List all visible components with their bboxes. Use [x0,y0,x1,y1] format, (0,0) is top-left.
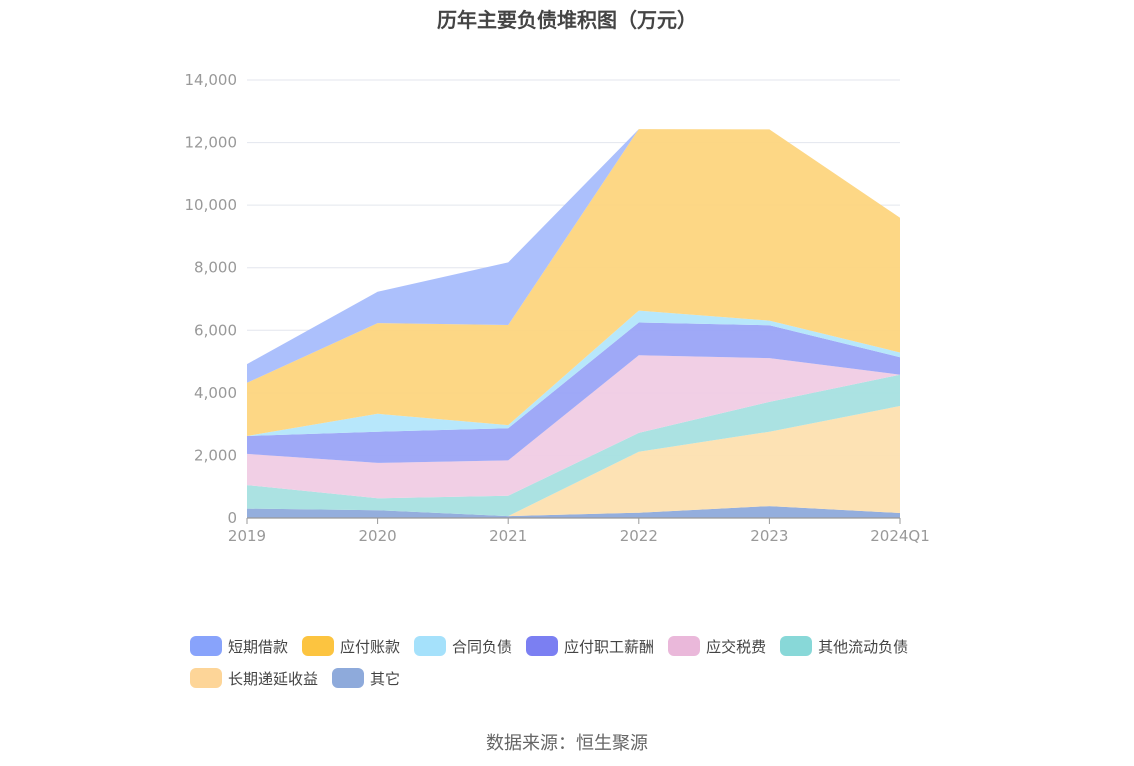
legend-swatch [526,636,559,656]
legend-item-长期递延收益[interactable]: 长期递延收益 [190,668,318,689]
legend-swatch [668,636,701,656]
x-tick-label: 2021 [489,527,527,545]
area-series-应付账款 [247,129,900,436]
y-tick-label: 6,000 [194,321,237,339]
legend-label: 应付账款 [340,637,401,656]
y-tick-label: 10,000 [185,196,238,214]
legend-swatch [332,668,365,688]
area-series-长期递延收益 [247,406,900,517]
legend-row: 短期借款 应付账款 合同负债 应付职工薪酬 应交税费 其他流动负债 [190,630,990,662]
y-tick-label: 4,000 [194,384,237,402]
legend-item-其它[interactable]: 其它 [332,668,400,689]
legend: 短期借款 应付账款 合同负债 应付职工薪酬 应交税费 其他流动负债 长期递延收益 其它 [190,630,990,694]
legend-row: 长期递延收益 其它 [190,662,990,694]
legend-swatch [780,636,813,656]
legend-swatch [190,636,222,656]
y-tick-label: 14,000 [185,71,238,89]
x-tick-label: 2022 [620,527,658,545]
area-series-其他流动负债 [247,374,900,517]
area-series-短期借款 [247,129,900,383]
legend-label: 短期借款 [228,637,289,656]
y-tick-label: 8,000 [194,259,237,277]
area-series-应交税费 [247,355,900,499]
legend-item-应交税费[interactable]: 应交税费 [668,636,766,657]
axes: 0 2,000 4,000 6,000 8,000 10,000 12,000 14,000 2… [185,71,930,545]
area-series-应付职工薪酬 [247,322,900,463]
source-note: 数据来源：恒生聚源 [486,733,648,754]
x-tick-label: 2023 [750,527,788,545]
area-series-合同负债 [247,310,900,436]
legend-label: 长期递延收益 [228,669,319,688]
legend-label: 其他流动负债 [818,637,909,656]
legend-label: 应付职工薪酬 [564,637,655,656]
legend-item-其他流动负债[interactable]: 其他流动负债 [780,636,908,657]
y-tick-label: 12,000 [185,134,238,152]
x-tick-label: 2024Q1 [870,527,930,545]
y-tick-label: 0 [227,509,237,527]
chart-title: 历年主要负债堆积图（万元） [437,8,697,32]
legend-swatch [414,636,447,656]
y-tick-label: 2,000 [194,446,237,464]
legend-item-合同负债[interactable]: 合同负债 [414,636,512,657]
legend-label: 应交税费 [706,637,767,656]
legend-item-短期借款[interactable]: 短期借款 [190,636,288,657]
area-series-layer [247,129,900,518]
legend-label: 其它 [370,669,401,688]
area-series-其它 [247,506,900,518]
x-tick-label: 2019 [228,527,266,545]
legend-swatch [190,668,222,688]
legend-label: 合同负债 [452,637,513,656]
x-tick-label: 2020 [359,527,397,545]
legend-item-应付职工薪酬[interactable]: 应付职工薪酬 [526,636,654,657]
legend-item-应付账款[interactable]: 应付账款 [302,636,400,657]
legend-swatch [302,636,335,656]
